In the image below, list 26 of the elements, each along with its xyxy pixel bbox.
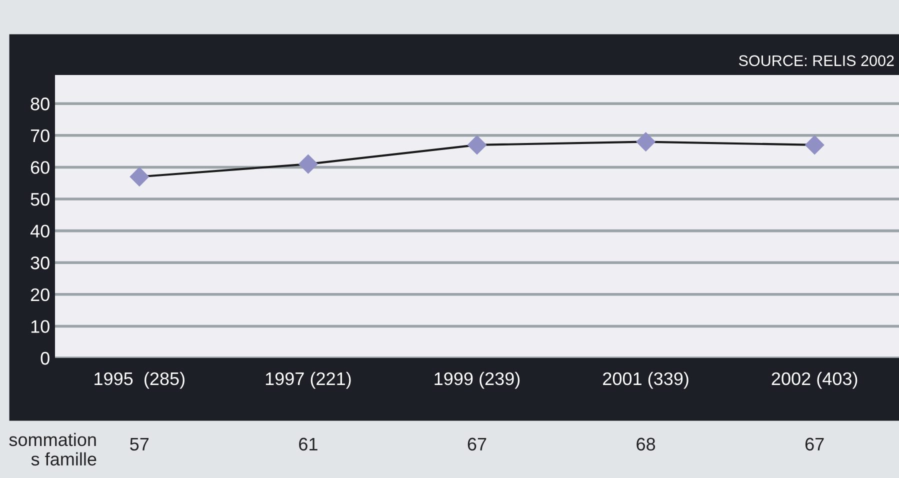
y-tick-label: 40 xyxy=(30,224,50,238)
y-tick-label: 10 xyxy=(31,320,50,333)
data-label: 68 xyxy=(636,438,656,451)
y-tick-label: 20 xyxy=(30,288,50,302)
source-note: SOURCE: RELIS 2002 xyxy=(738,55,894,66)
data-label: 67 xyxy=(805,438,824,451)
y-tick-label: 50 xyxy=(30,192,50,206)
x-tick-label: 2002 (403) xyxy=(772,372,858,389)
x-tick-label: 1997 (221) xyxy=(266,372,351,389)
x-tick-label: 2001 (339) xyxy=(603,372,688,389)
y-tick-label: 0 xyxy=(40,352,50,365)
data-label: 67 xyxy=(468,438,486,451)
y-tick-label: 60 xyxy=(30,161,50,174)
point xyxy=(298,154,318,174)
data-label: 57 xyxy=(130,438,149,451)
x-tick-label: 1995 (285) xyxy=(94,372,184,389)
point xyxy=(130,167,149,186)
point xyxy=(805,135,824,154)
x-tick-label: 1999 (239) xyxy=(434,372,520,389)
y-tick-label: 70 xyxy=(30,129,50,142)
y-tick-label: 80 xyxy=(30,98,50,110)
point xyxy=(467,135,487,154)
y-tick-label: 30 xyxy=(30,256,50,270)
text: sommation s famille xyxy=(9,432,96,466)
data-label: 61 xyxy=(299,438,318,451)
point xyxy=(636,132,656,152)
